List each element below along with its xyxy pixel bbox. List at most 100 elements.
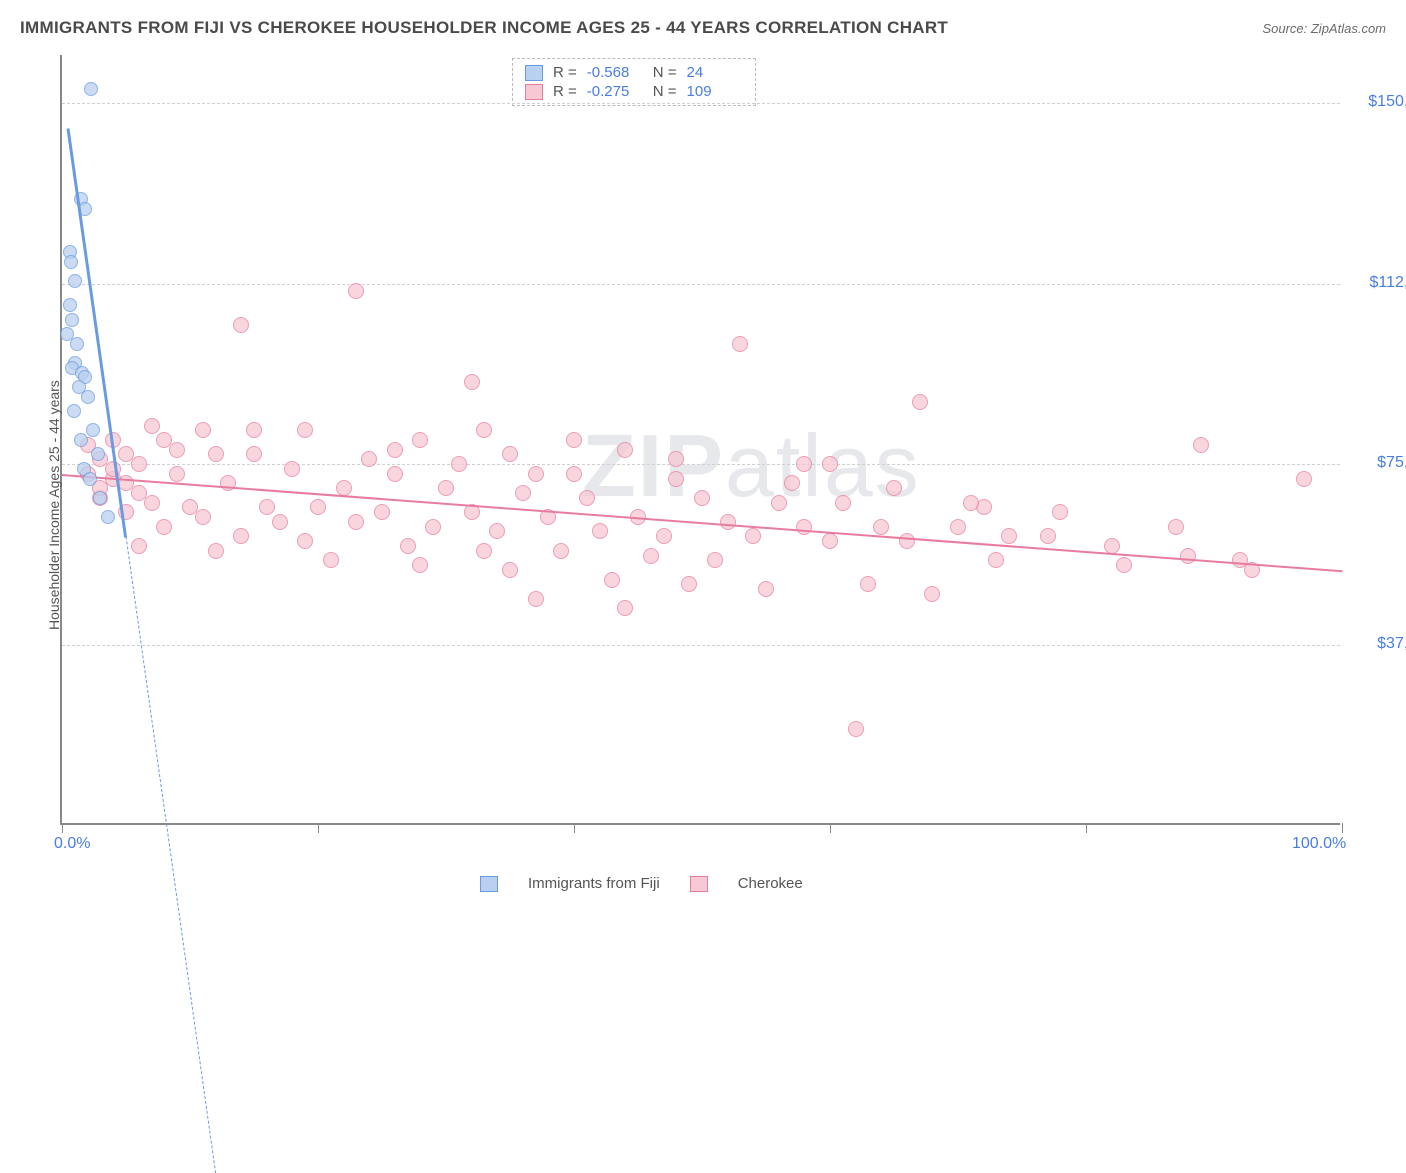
data-point xyxy=(848,721,864,737)
x-tick xyxy=(830,823,831,833)
data-point xyxy=(86,423,100,437)
stats-legend: R = -0.568 N = 24 R = -0.275 N = 109 xyxy=(512,58,756,106)
data-point xyxy=(208,446,224,462)
data-point xyxy=(195,422,211,438)
data-point xyxy=(528,591,544,607)
x-tick xyxy=(1342,823,1343,833)
data-point xyxy=(246,446,262,462)
data-point xyxy=(68,274,82,288)
data-point xyxy=(1040,528,1056,544)
data-point xyxy=(732,336,748,352)
n-label: N = xyxy=(653,64,677,81)
n-value-fiji: 24 xyxy=(687,64,743,81)
data-point xyxy=(643,548,659,564)
data-point xyxy=(617,600,633,616)
legend-label-cherokee: Cherokee xyxy=(738,875,803,892)
stats-row-fiji: R = -0.568 N = 24 xyxy=(525,63,743,82)
data-point xyxy=(131,485,147,501)
x-tick xyxy=(318,823,319,833)
data-point xyxy=(566,466,582,482)
x-tick xyxy=(574,823,575,833)
data-point xyxy=(668,471,684,487)
data-point xyxy=(259,499,275,515)
x-tick-label: 100.0% xyxy=(1292,835,1346,853)
y-tick-label: $150,000 xyxy=(1368,93,1406,111)
r-value-cherokee: -0.275 xyxy=(587,83,643,100)
r-label: R = xyxy=(553,64,577,81)
data-point xyxy=(668,451,684,467)
data-point xyxy=(464,374,480,390)
data-point xyxy=(70,337,84,351)
data-point xyxy=(297,422,313,438)
stats-row-cherokee: R = -0.275 N = 109 xyxy=(525,82,743,101)
data-point xyxy=(1104,538,1120,554)
data-point xyxy=(93,491,107,505)
y-tick-label: $112,500 xyxy=(1369,274,1406,292)
legend-swatch-cherokee xyxy=(690,876,708,892)
data-point xyxy=(502,562,518,578)
data-point xyxy=(400,538,416,554)
data-point xyxy=(131,538,147,554)
data-point xyxy=(515,485,531,501)
data-point xyxy=(144,495,160,511)
data-point xyxy=(720,514,736,530)
data-point xyxy=(489,523,505,539)
data-point xyxy=(924,586,940,602)
data-point xyxy=(835,495,851,511)
data-point xyxy=(169,442,185,458)
data-point xyxy=(84,82,98,96)
plot-area: ZIPatlas R = -0.568 N = 24 R = -0.275 N … xyxy=(60,55,1340,825)
x-tick xyxy=(62,823,63,833)
legend-swatch-fiji xyxy=(480,876,498,892)
y-axis-label: Householder Income Ages 25 - 44 years xyxy=(46,380,62,630)
swatch-cherokee xyxy=(525,84,543,100)
data-point xyxy=(156,519,172,535)
data-point xyxy=(91,447,105,461)
title-bar: IMMIGRANTS FROM FIJI VS CHEROKEE HOUSEHO… xyxy=(20,18,1386,38)
data-point xyxy=(101,510,115,524)
data-point xyxy=(656,528,672,544)
data-point xyxy=(272,514,288,530)
data-point xyxy=(553,543,569,559)
data-point xyxy=(860,576,876,592)
data-point xyxy=(63,298,77,312)
data-point xyxy=(412,432,428,448)
data-point xyxy=(323,552,339,568)
chart-title: IMMIGRANTS FROM FIJI VS CHEROKEE HOUSEHO… xyxy=(20,18,948,38)
data-point xyxy=(361,451,377,467)
data-point xyxy=(208,543,224,559)
data-point xyxy=(387,442,403,458)
data-point xyxy=(425,519,441,535)
data-point xyxy=(374,504,390,520)
data-point xyxy=(1052,504,1068,520)
n-label: N = xyxy=(653,83,677,100)
data-point xyxy=(886,480,902,496)
data-point xyxy=(131,456,147,472)
data-point xyxy=(1116,557,1132,573)
data-point xyxy=(65,313,79,327)
y-tick-label: $37,500 xyxy=(1377,635,1406,653)
y-tick-label: $75,000 xyxy=(1377,454,1406,472)
data-point xyxy=(233,528,249,544)
data-point xyxy=(336,480,352,496)
data-point xyxy=(758,581,774,597)
data-point xyxy=(348,514,364,530)
data-point xyxy=(873,519,889,535)
data-point xyxy=(617,442,633,458)
gridline-horizontal xyxy=(62,645,1340,646)
data-point xyxy=(822,456,838,472)
x-tick-label: 0.0% xyxy=(54,835,90,853)
data-point xyxy=(950,519,966,535)
data-point xyxy=(67,404,81,418)
data-point xyxy=(502,446,518,462)
data-point xyxy=(1296,471,1312,487)
source-label: Source: ZipAtlas.com xyxy=(1262,21,1386,36)
n-value-cherokee: 109 xyxy=(687,83,743,100)
data-point xyxy=(476,543,492,559)
data-point xyxy=(579,490,595,506)
data-point xyxy=(528,466,544,482)
data-point xyxy=(822,533,838,549)
data-point xyxy=(169,466,185,482)
gridline-horizontal xyxy=(62,464,1340,465)
data-point xyxy=(784,475,800,491)
